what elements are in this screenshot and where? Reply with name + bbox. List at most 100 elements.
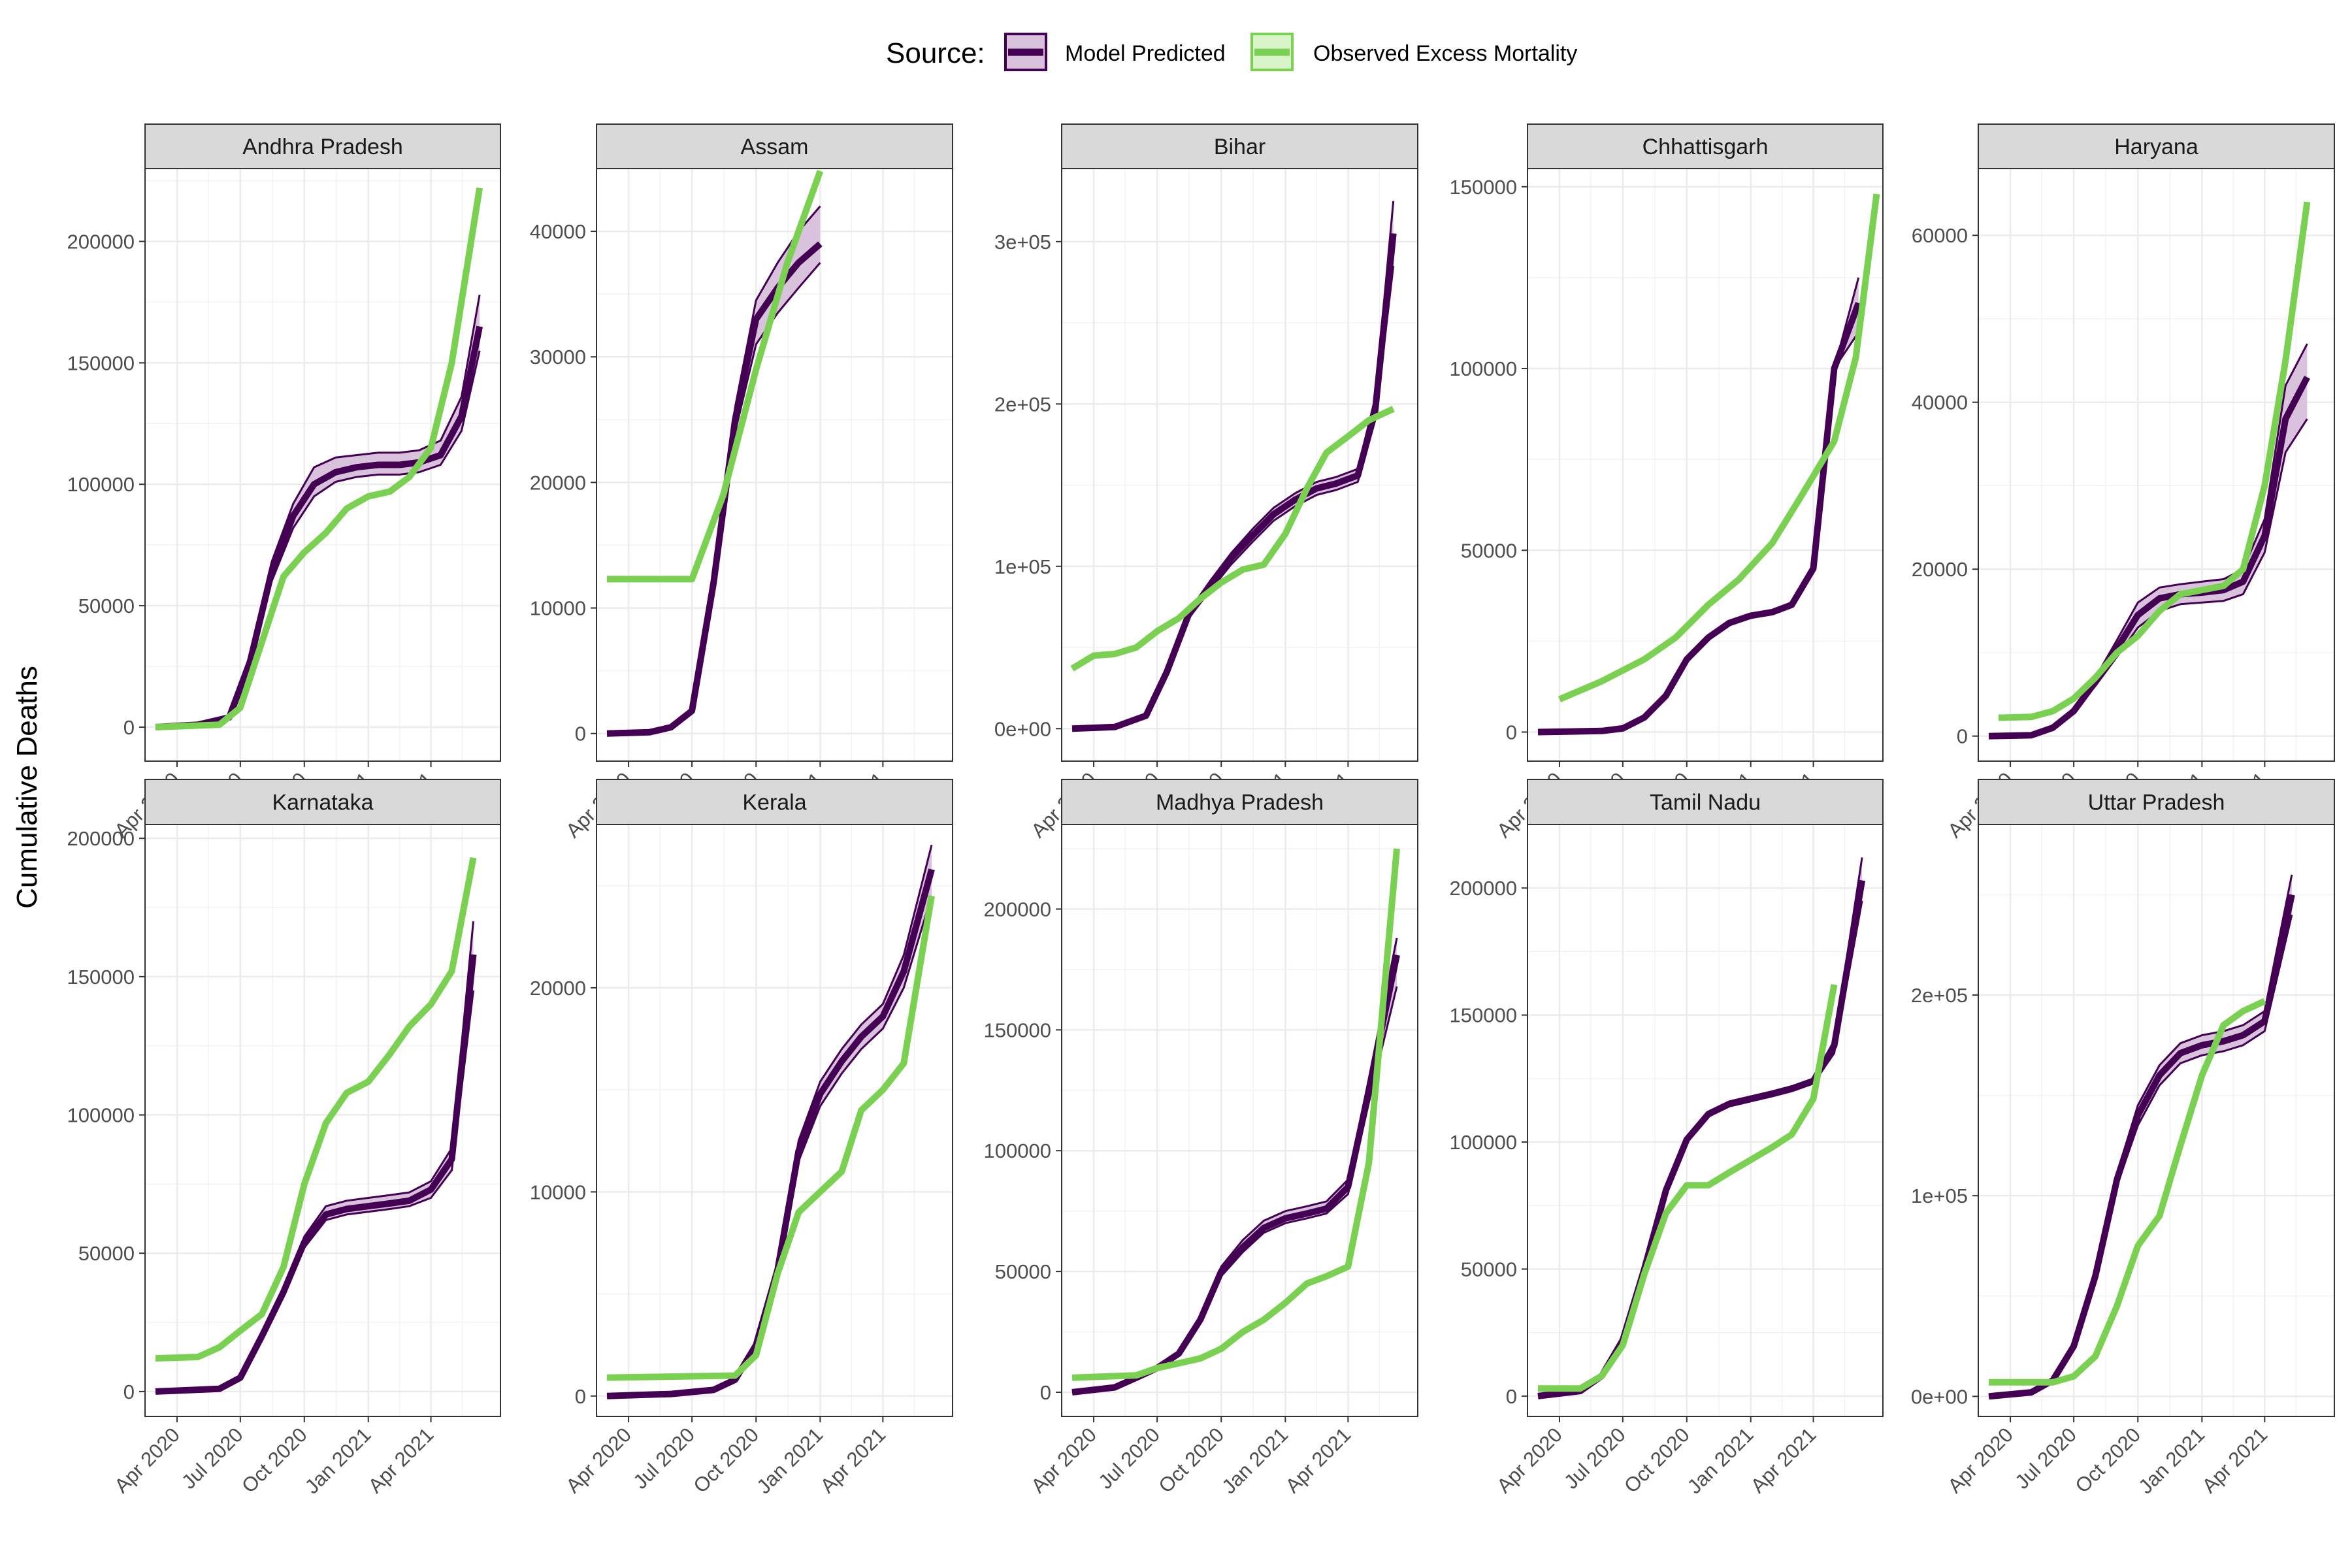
- x-tick-label: Apr 2020: [1492, 1423, 1567, 1497]
- plot-background: [596, 169, 953, 761]
- legend-key-model-predicted: [1004, 33, 1047, 71]
- legend-title: Source:: [886, 37, 985, 69]
- x-tick-label: Apr 2020: [1943, 1423, 2017, 1497]
- x-tick-label: Jan 2021: [301, 1423, 376, 1498]
- plot-background: [1062, 825, 1418, 1416]
- y-tick-label: 200000: [67, 231, 135, 253]
- x-tick-label: Oct 2020: [2070, 1423, 2145, 1497]
- panels: Andhra Pradesh050000100000150000200000Ap…: [67, 123, 2335, 1498]
- plot-background: [1527, 169, 1883, 761]
- panel-title: Haryana: [2114, 135, 2198, 159]
- x-tick-label: Jul 2020: [2010, 1423, 2081, 1494]
- y-tick-label: 200000: [1450, 877, 1517, 900]
- panel-strip: [144, 123, 501, 169]
- y-tick-label: 150000: [1450, 176, 1517, 199]
- y-tick-label: 0: [1506, 1385, 1517, 1408]
- y-tick-label: 0: [575, 723, 586, 745]
- legend-label-model-predicted: Model Predicted: [1065, 41, 1226, 66]
- panel-border: [1978, 168, 2335, 762]
- x-tick-label: Oct 2020: [237, 1423, 312, 1497]
- observed-excess-mortality-line: [606, 895, 935, 1381]
- legend: Source: Model Predicted Observed Excess …: [886, 33, 1577, 71]
- model-predicted-line: [155, 325, 483, 730]
- y-tick-label: 10000: [530, 597, 586, 620]
- panel-tamil-nadu: Tamil Nadu 0 50000 100000 150000 200000 Apr 20…: [1450, 779, 1884, 1498]
- model-predicted-line: [155, 954, 477, 1395]
- x-tick-label: Apr 2020: [561, 1423, 636, 1497]
- y-tick-label: 1e+05: [1911, 1184, 1968, 1207]
- y-tick-label: 20000: [1912, 558, 1968, 581]
- x-tick-label: Jul 2020: [1560, 1423, 1630, 1494]
- x-tick-label: Apr 2021: [2198, 1423, 2272, 1497]
- y-tick-label: 20000: [530, 977, 586, 1000]
- y-tick-label: 2e+05: [994, 393, 1051, 416]
- x-tick-label: Apr 2021: [364, 1423, 438, 1497]
- x-tick-label: Apr 2020: [1026, 1423, 1101, 1497]
- panel-title: Uttar Pradesh: [2088, 791, 2225, 815]
- y-tick-label: 0e+00: [1911, 1385, 1968, 1408]
- panel-border: [1978, 824, 2335, 1417]
- x-tick-label: Jul 2020: [629, 1423, 699, 1494]
- observed-excess-mortality-line: [155, 187, 483, 730]
- y-tick-label: 0: [1040, 1381, 1051, 1404]
- panel-title: Kerala: [742, 791, 806, 815]
- plot-background: [1978, 825, 2334, 1416]
- model-predicted-line: [1988, 894, 2295, 1400]
- x-tick-label: Oct 2020: [689, 1423, 763, 1497]
- y-tick-label: 3e+05: [994, 231, 1051, 253]
- x-tick-label: Jan 2021: [1683, 1423, 1758, 1498]
- x-tick-label: Jan 2021: [2134, 1423, 2209, 1498]
- legend-label-observed-excess-mortality: Observed Excess Mortality: [1313, 41, 1577, 66]
- y-tick-label: 150000: [67, 351, 135, 374]
- observed-excess-mortality-line: [1071, 848, 1400, 1381]
- y-tick-label: 100000: [984, 1139, 1051, 1162]
- panel-border: [1061, 824, 1418, 1417]
- x-tick-label: Apr 2020: [110, 1423, 184, 1497]
- plot-background: [145, 825, 500, 1416]
- x-tick-label: Apr 2021: [816, 1423, 890, 1497]
- y-tick-label: 100000: [1450, 1131, 1517, 1154]
- observed-excess-mortality-line: [1070, 406, 1395, 672]
- model-predicted-line: [1988, 376, 2310, 740]
- panel-title: Assam: [741, 135, 809, 159]
- model-predicted-line: [1537, 302, 1862, 736]
- y-tick-label: 100000: [67, 473, 135, 496]
- panel-karnataka: Karnataka 0 50000 100000 150000 200000 Apr 202…: [67, 779, 501, 1498]
- panel-strip: [1527, 123, 1884, 169]
- x-tick-label: Jul 2020: [177, 1423, 248, 1494]
- panel-title: Bihar: [1214, 135, 1266, 159]
- observed-excess-mortality-line: [155, 857, 477, 1362]
- y-tick-label: 50000: [1461, 1258, 1517, 1281]
- y-tick-label: 40000: [1912, 391, 1968, 414]
- y-tick-label: 50000: [78, 1242, 135, 1265]
- model-predicted-line: [606, 868, 935, 1399]
- panel-border: [596, 168, 953, 762]
- y-axis-label: Cumulative Deaths: [11, 666, 43, 909]
- panel-border: [144, 168, 501, 762]
- y-tick-label: 100000: [67, 1104, 135, 1127]
- panel-strip: [1061, 779, 1418, 825]
- panel-title: Andhra Pradesh: [242, 135, 403, 159]
- panel-border: [1527, 168, 1884, 762]
- y-tick-label: 100000: [1450, 357, 1517, 380]
- y-tick-label: 40000: [530, 220, 586, 243]
- y-tick-label: 200000: [67, 827, 135, 850]
- y-tick-label: 50000: [995, 1260, 1051, 1283]
- y-tick-label: 0: [123, 1380, 135, 1403]
- y-tick-label: 30000: [530, 346, 586, 368]
- observed-excess-mortality-line: [1998, 201, 2311, 721]
- x-tick-label: Jan 2021: [752, 1423, 827, 1498]
- model-predicted-line: [1071, 233, 1397, 732]
- observed-excess-mortality-line: [1538, 984, 1838, 1392]
- y-tick-label: 20000: [530, 471, 586, 494]
- panel-strip: [1527, 779, 1884, 825]
- y-tick-label: 50000: [78, 595, 135, 617]
- x-tick-label: Apr 2021: [1746, 1423, 1821, 1497]
- observed-excess-mortality-line: [607, 170, 824, 583]
- y-tick-label: 200000: [984, 898, 1051, 921]
